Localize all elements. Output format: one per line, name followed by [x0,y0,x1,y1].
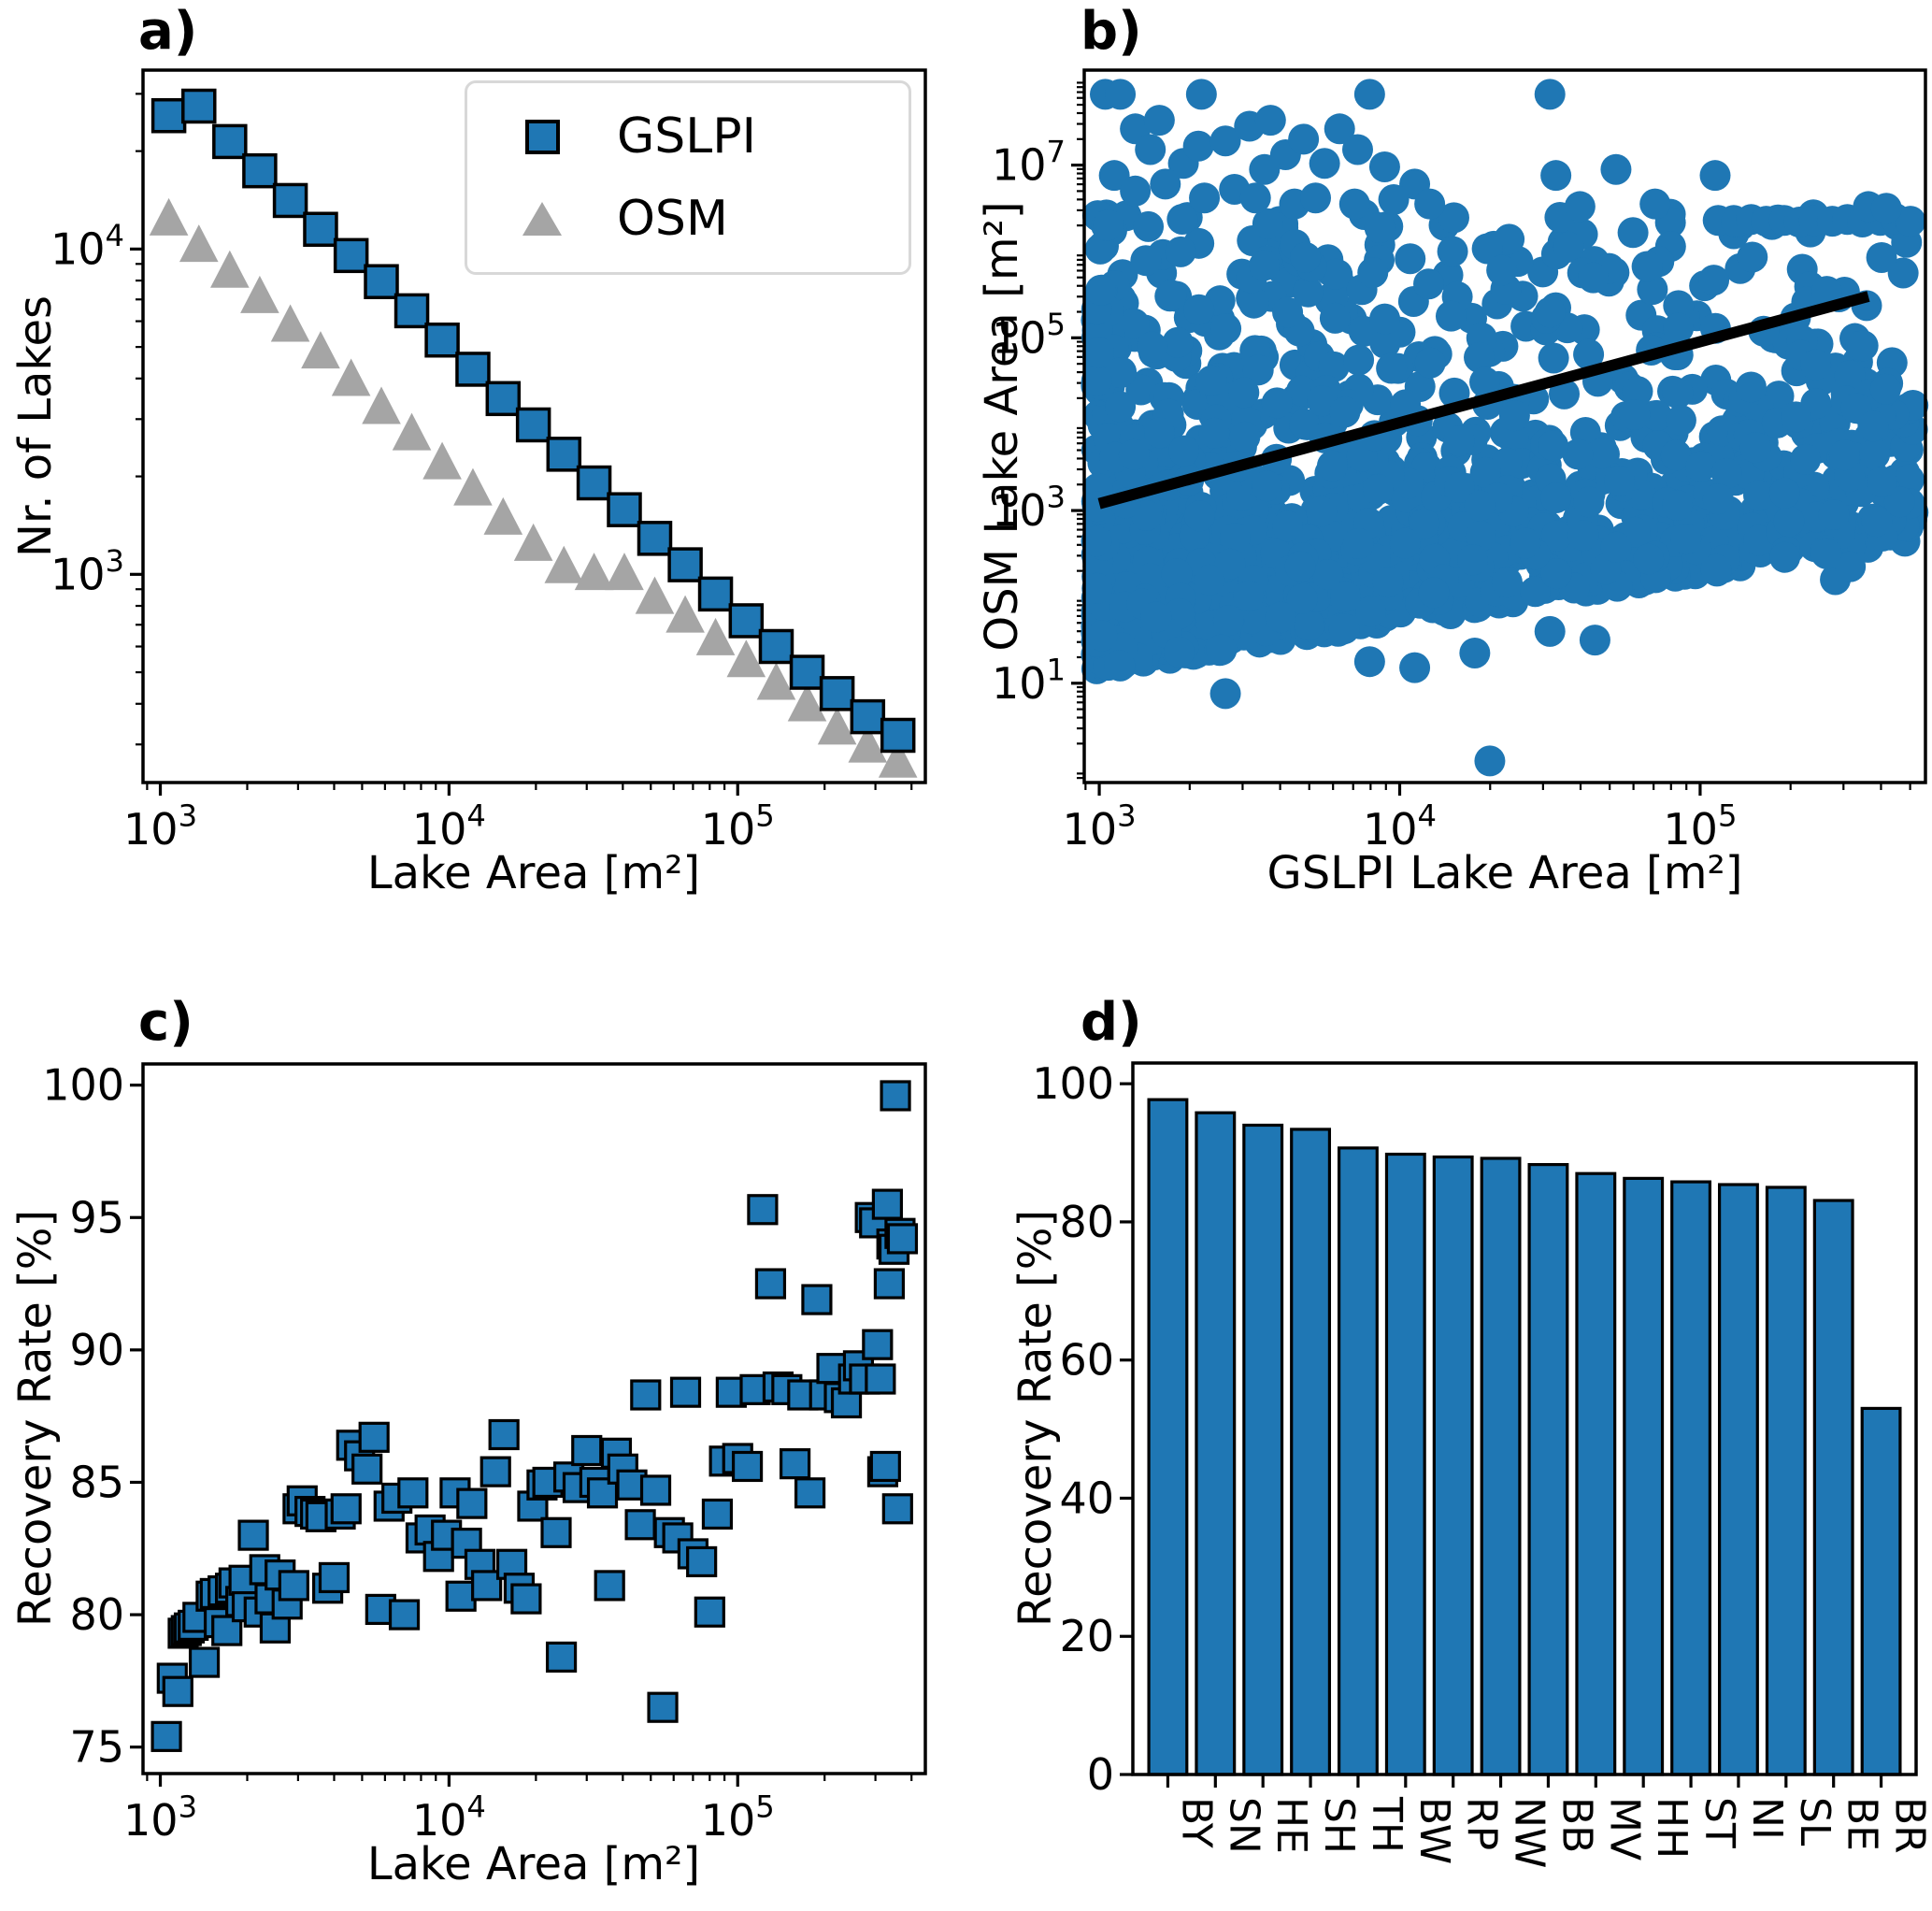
svg-text:20: 20 [1059,1611,1114,1661]
svg-text:BE: BE [1839,1797,1886,1851]
svg-text:105: 105 [701,1789,775,1846]
svg-text:40: 40 [1059,1473,1114,1523]
svg-text:103: 103 [1063,798,1137,855]
svg-text:85: 85 [69,1457,124,1507]
panel-c-xaxis-label: Lake Area [m²] [366,1838,701,1890]
svg-text:80: 80 [1059,1197,1114,1247]
svg-text:0: 0 [1087,1749,1114,1800]
panel-a-yaxis-label: Nr. of Lakes [9,295,62,558]
svg-text:RP: RP [1458,1797,1506,1850]
osm-marker-cell [467,201,617,236]
svg-text:HH: HH [1648,1797,1696,1859]
svg-text:100: 100 [1032,1058,1114,1109]
svg-text:SN: SN [1220,1797,1267,1854]
svg-text:75: 75 [69,1722,124,1773]
gslpi-square-icon [524,119,560,154]
panel-b-letter: b) [1080,1,1142,62]
svg-text:104: 104 [50,218,124,274]
svg-text:TH: TH [1363,1796,1410,1853]
svg-text:HE: HE [1267,1797,1315,1854]
svg-text:BW: BW [1410,1797,1458,1864]
legend-row-osm: OSM [467,191,909,247]
svg-text:80: 80 [69,1589,124,1640]
svg-text:105: 105 [701,798,775,855]
svg-text:BY: BY [1172,1797,1220,1848]
panel-c-plot: 103 104 105 75 80 85 90 95 100 [42,1060,927,1846]
svg-text:60: 60 [1059,1335,1114,1386]
svg-text:104: 104 [1363,798,1437,855]
legend-row-gslpi: GSLPI [467,108,909,165]
svg-text:103: 103 [123,1789,197,1846]
svg-text:107: 107 [992,134,1066,190]
svg-text:103: 103 [123,798,197,855]
panel-c-yaxis-label: Recovery Rate [%] [9,1209,62,1628]
svg-text:MV: MV [1600,1797,1648,1861]
svg-text:ST: ST [1696,1797,1743,1848]
legend-label-gslpi: GSLPI [617,108,756,165]
svg-text:104: 104 [412,1789,486,1846]
svg-text:BB: BB [1553,1797,1600,1853]
svg-text:105: 105 [1663,798,1737,855]
svg-text:103: 103 [992,480,1066,536]
panel-d-plot: 0 20 40 60 80 100 BY SN HE SH TH BW RP NW BB MV HH ST NI SL… [1032,1058,1932,1868]
panel-d-letter: d) [1080,992,1142,1053]
svg-text:95: 95 [69,1192,124,1243]
svg-text:SL: SL [1791,1797,1839,1846]
panel-d-yaxis-label: Recovery Rate [%] [1009,1209,1062,1628]
panel-a-xaxis-label: Lake Area [m²] [366,847,701,899]
svg-text:100: 100 [42,1060,124,1111]
panel-c-letter: c) [138,992,193,1053]
svg-text:101: 101 [992,652,1066,708]
panel-b-xaxis-label: GSLPI Lake Area [m²] [1267,847,1743,899]
svg-text:104: 104 [412,798,486,855]
legend: GSLPI OSM [465,80,911,275]
osm-triangle-icon [522,201,562,236]
panel-b-yaxis-label: OSM Lake Area [m²] [976,201,1028,652]
svg-text:90: 90 [69,1325,124,1375]
svg-text:SH: SH [1315,1797,1363,1854]
gslpi-marker-cell [467,119,617,154]
svg-text:BR: BR [1886,1797,1932,1854]
legend-label-osm: OSM [617,190,728,247]
panel-a-letter: a) [138,1,198,62]
svg-text:NW: NW [1506,1797,1553,1868]
svg-text:NI: NI [1743,1797,1791,1840]
